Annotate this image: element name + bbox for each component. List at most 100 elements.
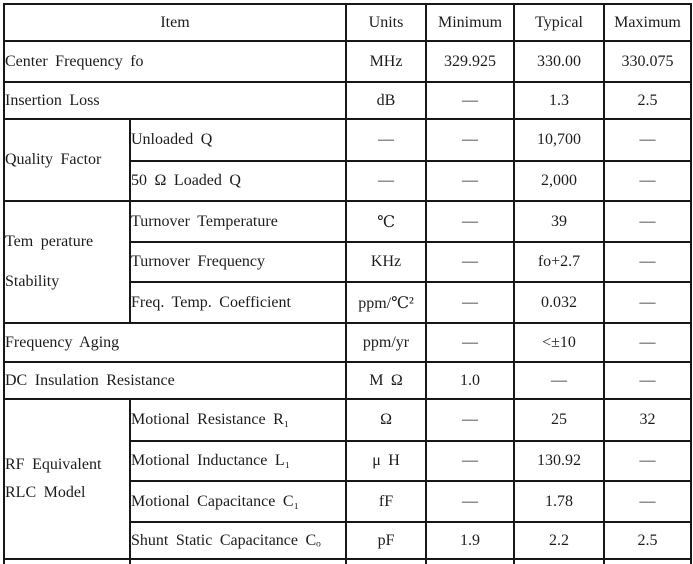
empty-cell [3, 558, 131, 564]
units-cell: pF [345, 521, 428, 560]
maximum-cell: — [603, 160, 693, 202]
units-cell: ℃ [345, 200, 428, 243]
minimum-cell: 329.925 [425, 40, 516, 83]
minimum-cell: — [425, 200, 516, 243]
table-row: DC Insulation Resistance M Ω 1.0 — — [2, 361, 693, 400]
item-cell: Turnover Frequency [128, 241, 348, 283]
maximum-cell: — [603, 118, 693, 162]
item-cell: Unloaded Q [128, 118, 348, 162]
maximum-cell: 2.5 [603, 521, 693, 560]
minimum-cell: — [425, 241, 516, 283]
group-cell-temperature-stability: Tem perature Stability [3, 200, 131, 324]
table-row: Tem perature Stability Turnover Temperat… [3, 200, 693, 324]
column-header-maximum: Maximum [603, 3, 693, 42]
typical-cell: 10,700 [513, 118, 606, 162]
minimum-cell: — [425, 440, 516, 482]
group-label-line1: Tem perature [5, 233, 94, 250]
spec-table: Item Units Minimum Typical Maximum Cente… [2, 3, 693, 564]
maximum-cell: — [603, 322, 693, 363]
empty-cell [128, 558, 348, 564]
table-row: Frequency Aging ppm/yr — <±10 — [2, 322, 693, 363]
table-row: Motional Inductance L₁ μ H — 130.92 — [4, 440, 693, 482]
item-cell: Motional Capacitance C₁ [128, 480, 348, 523]
minimum-cell: — [425, 322, 516, 363]
units-cell: M Ω [345, 361, 428, 400]
units-cell: dB [345, 81, 428, 120]
typical-cell: 39 [513, 200, 606, 243]
item-cell: Motional Resistance R₁ [128, 398, 348, 442]
typical-cell: 25 [513, 398, 606, 442]
minimum-cell: 1.9 [425, 521, 516, 560]
maximum-cell: — [603, 200, 693, 243]
group-cell-rf-rlc-model: RF Equivalent RLC Model [3, 398, 131, 560]
minimum-cell: — [425, 480, 516, 523]
units-cell: fF [345, 480, 428, 523]
group-label-line2: RLC Model [5, 484, 86, 501]
maximum-cell: 2.5 [603, 81, 693, 120]
maximum-cell: 330.075 [603, 40, 693, 83]
table-row: Center Frequency fo MHz 329.925 330.00 3… [2, 40, 693, 83]
item-cell: Center Frequency fo [2, 40, 348, 83]
column-header-typical: Typical [513, 3, 606, 42]
maximum-cell: — [603, 440, 693, 482]
empty-cell [603, 558, 693, 564]
minimum-cell: — [425, 398, 516, 442]
typical-cell: 330.00 [513, 40, 606, 83]
table-row: Insertion Loss dB — 1.3 2.5 [2, 81, 693, 120]
typical-cell: — [513, 361, 606, 400]
typical-cell: fo+2.7 [513, 241, 606, 283]
units-cell: μ H [345, 440, 428, 482]
units-cell: — [345, 118, 428, 162]
empty-cell [425, 558, 516, 564]
units-cell: Ω [345, 398, 428, 442]
table-row: Quality Factor Unloaded Q — — 10,700 — [3, 118, 693, 202]
item-cell: Motional Inductance L₁ [128, 440, 348, 482]
typical-cell: 1.3 [513, 81, 606, 120]
typical-cell: <±10 [513, 322, 606, 363]
table-row: Freq. Temp. Coefficient ppm/℃² — 0.032 — [4, 281, 693, 324]
maximum-cell: 32 [603, 398, 693, 442]
column-header-item: Item [2, 3, 348, 42]
table-row: 50 Ω Loaded Q — — 2,000 — [4, 160, 693, 202]
item-cell: Freq. Temp. Coefficient [128, 281, 348, 324]
units-cell: KHz [345, 241, 428, 283]
typical-cell: 130.92 [513, 440, 606, 482]
group-label-line2: Stability [5, 273, 60, 290]
group-cell-quality-factor: Quality Factor [3, 118, 131, 202]
item-cell: Shunt Static Capacitance Cₒ [128, 521, 348, 560]
table-row: Shunt Static Capacitance Cₒ pF 1.9 2.2 2… [4, 521, 693, 560]
minimum-cell: 1.0 [425, 361, 516, 400]
units-cell: MHz [345, 40, 428, 83]
empty-cell [345, 558, 428, 564]
units-cell: ppm/yr [345, 322, 428, 363]
table-row-partial [3, 558, 693, 564]
item-cell: Insertion Loss [2, 81, 348, 120]
table-row: RF Equivalent RLC Model Motional Resista… [3, 398, 693, 560]
typical-cell: 2.2 [513, 521, 606, 560]
column-header-units: Units [345, 3, 428, 42]
empty-cell [513, 558, 606, 564]
maximum-cell: — [603, 241, 693, 283]
item-cell: Turnover Temperature [128, 200, 348, 243]
item-cell: Frequency Aging [2, 322, 348, 363]
header-row: Item Units Minimum Typical Maximum [2, 3, 693, 42]
typical-cell: 0.032 [513, 281, 606, 324]
column-header-minimum: Minimum [425, 3, 516, 42]
units-cell: ppm/℃² [345, 281, 428, 324]
typical-cell: 2,000 [513, 160, 606, 202]
minimum-cell: — [425, 281, 516, 324]
maximum-cell: — [603, 281, 693, 324]
item-cell: DC Insulation Resistance [2, 361, 348, 400]
minimum-cell: — [425, 81, 516, 120]
group-label-line1: RF Equivalent [5, 456, 102, 473]
table-row: Turnover Frequency KHz — fo+2.7 — [4, 241, 693, 283]
maximum-cell: — [603, 361, 693, 400]
minimum-cell: — [425, 160, 516, 202]
units-cell: — [345, 160, 428, 202]
maximum-cell: — [603, 480, 693, 523]
typical-cell: 1.78 [513, 480, 606, 523]
minimum-cell: — [425, 118, 516, 162]
item-cell: 50 Ω Loaded Q [128, 160, 348, 202]
table-row: Motional Capacitance C₁ fF — 1.78 — [4, 480, 693, 523]
